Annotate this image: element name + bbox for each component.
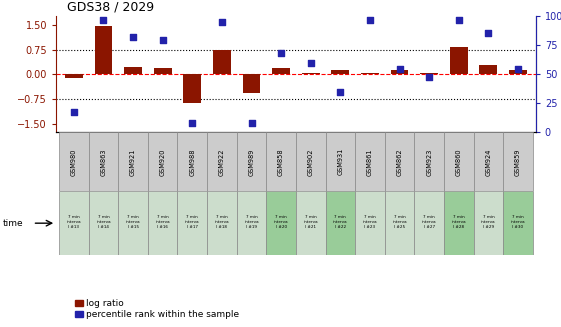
Point bbox=[158, 37, 167, 42]
Bar bbox=[385, 191, 415, 255]
Text: 7 min
interva
l #28: 7 min interva l #28 bbox=[452, 215, 466, 229]
Text: GSM923: GSM923 bbox=[426, 148, 432, 176]
Bar bbox=[266, 132, 296, 191]
Bar bbox=[242, 75, 260, 93]
Text: 7 min
interva
l #18: 7 min interva l #18 bbox=[215, 215, 229, 229]
Bar bbox=[473, 191, 503, 255]
Bar bbox=[332, 70, 349, 75]
Bar bbox=[118, 132, 148, 191]
Bar bbox=[59, 191, 89, 255]
Point bbox=[336, 89, 345, 95]
Bar bbox=[177, 191, 207, 255]
Text: 7 min
interva
l #22: 7 min interva l #22 bbox=[333, 215, 348, 229]
Point bbox=[365, 17, 374, 23]
Bar bbox=[390, 70, 408, 75]
Text: 7 min
interva
l #17: 7 min interva l #17 bbox=[185, 215, 200, 229]
Text: GSM902: GSM902 bbox=[308, 148, 314, 176]
Bar bbox=[207, 132, 237, 191]
Bar bbox=[480, 65, 497, 75]
Point bbox=[484, 30, 493, 35]
Text: 7 min
interva
l #29: 7 min interva l #29 bbox=[481, 215, 496, 229]
Bar bbox=[118, 191, 148, 255]
Text: 7 min
interva
l #15: 7 min interva l #15 bbox=[126, 215, 140, 229]
Bar bbox=[95, 26, 112, 75]
Bar bbox=[148, 132, 177, 191]
Bar bbox=[415, 191, 444, 255]
Text: GSM924: GSM924 bbox=[485, 148, 491, 176]
Bar bbox=[444, 191, 473, 255]
Bar bbox=[89, 191, 118, 255]
Bar bbox=[266, 191, 296, 255]
Bar bbox=[237, 132, 266, 191]
Bar bbox=[450, 47, 468, 75]
Point bbox=[454, 17, 463, 23]
Bar bbox=[355, 191, 385, 255]
Text: GSM931: GSM931 bbox=[337, 148, 343, 176]
Text: GSM980: GSM980 bbox=[71, 148, 77, 176]
Bar bbox=[503, 191, 533, 255]
Text: GSM860: GSM860 bbox=[456, 148, 462, 176]
Bar bbox=[183, 75, 201, 103]
Bar bbox=[503, 132, 533, 191]
Point bbox=[395, 66, 404, 71]
Point bbox=[513, 66, 522, 71]
Legend: log ratio, percentile rank within the sample: log ratio, percentile rank within the sa… bbox=[72, 296, 243, 322]
Bar bbox=[302, 73, 320, 75]
Bar bbox=[325, 132, 355, 191]
Text: GSM921: GSM921 bbox=[130, 148, 136, 176]
Bar bbox=[237, 191, 266, 255]
Bar bbox=[207, 191, 237, 255]
Bar bbox=[296, 132, 325, 191]
Bar bbox=[420, 73, 438, 75]
Point bbox=[277, 51, 286, 56]
Bar bbox=[89, 132, 118, 191]
Text: time: time bbox=[3, 219, 24, 228]
Point bbox=[128, 35, 137, 40]
Text: GSM862: GSM862 bbox=[397, 148, 403, 176]
Bar bbox=[509, 70, 527, 75]
Bar bbox=[355, 132, 385, 191]
Text: GSM863: GSM863 bbox=[100, 148, 107, 176]
Text: GSM922: GSM922 bbox=[219, 148, 225, 176]
Text: 7 min
interva
l #13: 7 min interva l #13 bbox=[67, 215, 81, 229]
Point bbox=[70, 109, 79, 114]
Text: 7 min
interva
l #25: 7 min interva l #25 bbox=[392, 215, 407, 229]
Bar bbox=[473, 132, 503, 191]
Text: 7 min
interva
l #23: 7 min interva l #23 bbox=[362, 215, 377, 229]
Bar bbox=[213, 49, 231, 75]
Text: 7 min
interva
l #14: 7 min interva l #14 bbox=[96, 215, 111, 229]
Bar bbox=[385, 132, 415, 191]
Bar bbox=[65, 75, 82, 78]
Point bbox=[247, 121, 256, 126]
Text: GDS38 / 2029: GDS38 / 2029 bbox=[67, 0, 154, 13]
Text: 7 min
interva
l #30: 7 min interva l #30 bbox=[511, 215, 525, 229]
Text: 7 min
interva
l #27: 7 min interva l #27 bbox=[422, 215, 436, 229]
Text: 7 min
interva
l #21: 7 min interva l #21 bbox=[304, 215, 318, 229]
Bar bbox=[444, 132, 473, 191]
Text: GSM858: GSM858 bbox=[278, 148, 284, 176]
Text: 7 min
interva
l #20: 7 min interva l #20 bbox=[274, 215, 288, 229]
Point bbox=[188, 121, 197, 126]
Bar bbox=[177, 132, 207, 191]
Text: GSM861: GSM861 bbox=[367, 148, 373, 176]
Bar bbox=[415, 132, 444, 191]
Bar bbox=[154, 68, 172, 75]
Point bbox=[99, 17, 108, 23]
Text: 7 min
interva
l #19: 7 min interva l #19 bbox=[244, 215, 259, 229]
Text: GSM920: GSM920 bbox=[160, 148, 165, 176]
Bar bbox=[296, 191, 325, 255]
Bar bbox=[124, 67, 142, 75]
Bar bbox=[272, 68, 290, 75]
Text: GSM859: GSM859 bbox=[515, 148, 521, 176]
Bar bbox=[361, 73, 379, 75]
Point bbox=[425, 74, 434, 79]
Point bbox=[218, 20, 227, 25]
Bar bbox=[59, 132, 89, 191]
Text: GSM988: GSM988 bbox=[189, 148, 195, 176]
Text: GSM989: GSM989 bbox=[249, 148, 255, 176]
Text: 7 min
interva
l #16: 7 min interva l #16 bbox=[155, 215, 170, 229]
Bar bbox=[148, 191, 177, 255]
Bar bbox=[325, 191, 355, 255]
Point bbox=[306, 60, 315, 65]
